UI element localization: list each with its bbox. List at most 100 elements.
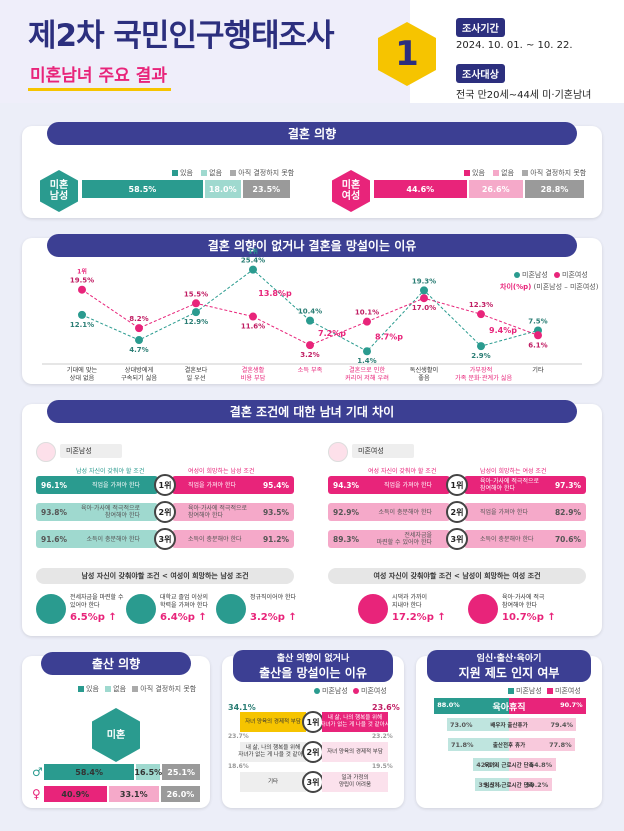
male-right-text-2: 소득이 충분해야 한다 [188,535,242,543]
reason-label-1: 상대방에게 구속되기 싫음 [120,367,158,382]
reasons-card: 결혼 의향이 없거나 결혼을 망설이는 이유 미혼남성 미혼여성 차이(%p) … [22,234,602,384]
female-left-head: 여성 자신이 갖춰야 할 조건 [368,468,437,475]
br-rank-2: 3위 [302,771,324,793]
male-value-3: 25.4% [241,257,265,265]
support-card: 임신·출산·육아기 지원 제도 인지 여부 미혼남성 미혼여성 88.0% 90.… [416,650,602,808]
female-left-text-1: 소득이 충분해야 한다 [378,508,433,516]
sp-female-bar-2 [509,738,576,751]
female-marriage-segment-2: 28.8% [524,180,584,198]
reasons-title: 결혼 의향이 없거나 결혼을 망설이는 이유 [47,234,577,257]
page-title: 제2차 국민인구행태조사 [28,18,335,54]
sp-label-3: 육아기 근로시간 단축 [484,763,534,769]
birth-intent-title: 출산 의향 [41,652,191,675]
male-marriage-segment-0: 58.5% [82,180,203,198]
period-tag: 조사기간 [456,18,505,37]
male-point-6 [420,286,428,295]
sp-male-value-2: 71.8% [450,741,474,749]
sp-label-0: 육아휴직 [492,703,526,713]
female-gap-text-0: 시댁과 가까이 지내야 한다 [392,594,428,609]
male-gap-value-0: 6.5%p ↑ [70,612,117,623]
male-point-4 [306,316,314,325]
female-value-7: 12.3% [469,301,493,309]
br-female-text-1: 자녀 양육의 경제적 부담 [322,742,388,762]
female-badge: 미혼 여성 [332,170,370,212]
birth-female-segment-2: 26.0% [160,786,200,802]
sp-male-value-0: 88.0% [437,701,460,709]
female-left-bar-2: 89.3% 전세자금을 마련할 수 있어야 한다 [328,530,450,548]
female-person-icon: ♀ [32,787,41,801]
sp-female-value-4: 50.2% [525,781,549,789]
birth-male-segment-0: 58.4% [44,764,135,780]
reason-label-4: 소득 부족 [297,367,323,374]
female-left-value-2: 89.3% [333,534,360,544]
sp-male-bar-1 [446,718,509,731]
marriage-legend-male: 있음 없음 아직 결정하지 못함 [172,168,294,178]
male-avatar [36,442,56,462]
female-point-8 [534,331,542,340]
birth-male-segment-2: 25.1% [162,764,200,780]
sp-female-value-0: 90.7% [560,701,583,709]
female-point-6 [420,294,428,303]
male-rank-2: 3위 [154,528,176,550]
female-gap-icon-1 [468,594,498,624]
female-gap-text-1: 육아·가사에 적극 참여해야 한다 [502,594,545,609]
female-gap-icon-0 [358,594,388,624]
female-rank-1: 2위 [446,501,468,523]
sp-male-value-3: 42.1% [476,761,499,769]
male-gap-text-0: 전세자금을 마련할 수 있어야 한다 [70,594,124,609]
marriage-intent-title: 결혼 의향 [47,122,577,145]
female-tag: 미혼여성 [352,444,414,458]
reason-label-0: 기대에 맞는 상대 없음 [66,367,98,382]
female-point-4 [306,341,314,350]
page-subtitle: 미혼남녀 주요 결과 [28,61,171,91]
male-left-text-2: 소득이 충분해야 한다 [86,535,141,543]
male-right-value-2: 91.2% [262,534,289,544]
female-point-1 [135,324,143,333]
br-rank-1: 2위 [302,741,324,763]
br-male-value-2: 18.6% [228,763,249,770]
sp-male-bar-3 [473,758,509,771]
female-value-0: 19.5% [70,277,94,285]
male-tag: 미혼남성 [60,444,122,458]
female-right-value-1: 82.9% [554,507,581,517]
female-left-text-2: 전세자금을 마련할 수 있어야 한다 [376,532,432,546]
female-gap-value-0: 17.2%p ↑ [392,612,446,623]
br-male-text-0: 자녀 양육의 경제적 부담 [240,712,306,732]
female-right-bar-2: 소득이 충분해야 한다 70.6% [464,530,586,548]
br-male-value-1: 23.7% [228,733,249,740]
female-avatar [328,442,348,462]
period-value: 2024. 10. 01. ~ 10. 22. [456,40,573,51]
female-marriage-segment-0: 44.6% [374,180,467,198]
sp-male-bar-4 [475,778,509,791]
female-value-5: 10.1% [355,309,379,317]
sp-male-bar-0 [434,698,509,714]
female-rank-2: 3위 [446,528,468,550]
female-value-8: 6.1% [528,341,547,349]
female-value-1: 8.2% [129,315,148,323]
diff-value-5: 8.7%p [375,332,403,341]
male-left-bar-2: 91.6% 소득이 충분해야 한다 [36,530,158,548]
male-person-icon: ♂ [32,765,43,779]
female-gap-title: 여성 자신이 갖춰야할 조건 < 남성이 희망하는 여성 조건 [328,568,586,584]
male-gap-icon-0 [36,594,66,624]
male-left-bar-1: 93.8% 육아·가사에 적극적으로 참여해야 한다 [36,503,158,521]
male-point-3 [249,265,257,274]
target-tag: 조사대상 [456,64,505,83]
female-line [81,289,539,346]
sp-label-4: 임신기 근로시간 단축 [484,783,534,789]
male-right-text-0: 직업을 가져야 한다 [188,481,236,489]
female-right-bar-1: 직업을 가져야 한다 82.9% [464,503,586,521]
male-point-7 [477,342,485,351]
br-male-text-1: 내 삶, 나의 행복을 위해 자녀가 없는 게 나을 것 같아서 [238,742,308,762]
br-female-value-2: 19.5% [372,763,393,770]
marriage-legend-female: 있음 없음 아직 결정하지 못함 [464,168,586,178]
male-marriage-segment-1: 18.0% [204,180,241,198]
male-gap-value-1: 6.4%p ↑ [160,612,207,623]
female-point-2 [192,299,200,308]
target-value: 전국 만20세~44세 미·기혼남녀 [456,90,592,101]
male-point-1 [135,336,143,345]
female-rank-0: 1위 [446,474,468,496]
sp-female-bar-1 [509,718,577,731]
birth-female-segment-0: 40.9% [44,786,107,802]
reason-label-3: 결혼생활 비용 부담 [240,367,266,382]
